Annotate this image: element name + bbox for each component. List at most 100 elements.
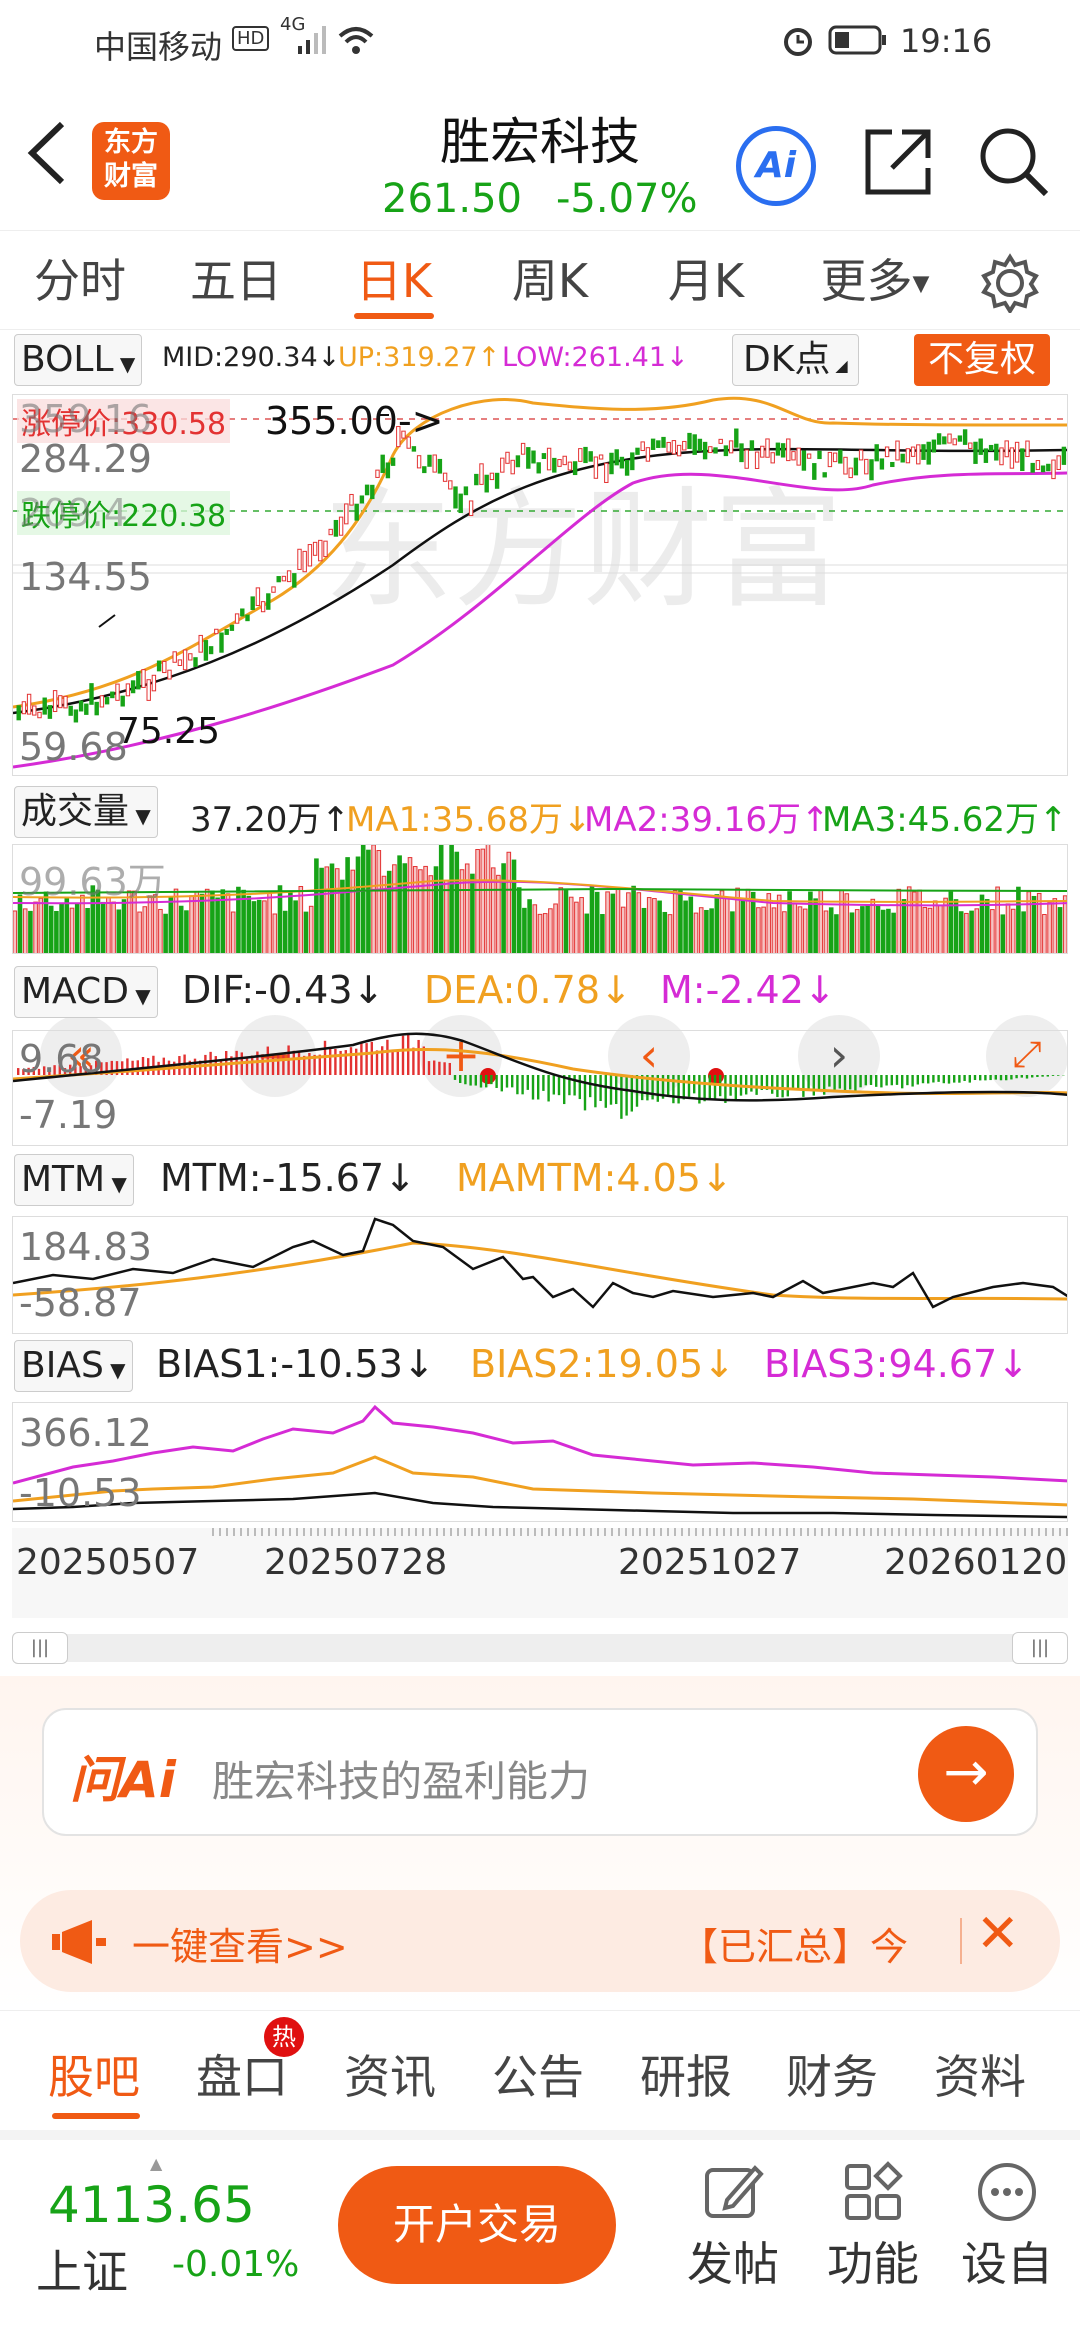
functions-button[interactable]: 功能 — [818, 2160, 928, 2294]
search-icon[interactable] — [976, 124, 1052, 200]
tab-pankou[interactable]: 盘口 热 — [196, 2017, 304, 2107]
macd-bar — [708, 1075, 711, 1101]
mtm-value-text: MTM:-15.67 — [160, 1156, 385, 1200]
fullscreen-button[interactable]: ⤢ — [986, 1015, 1068, 1097]
volume-panel[interactable]: 99.63万 — [12, 844, 1068, 954]
candle — [749, 440, 755, 451]
volume-bar — [386, 870, 392, 953]
candle — [110, 691, 115, 699]
volume-bar — [652, 898, 657, 953]
candle — [604, 462, 609, 483]
macd-bar — [869, 1075, 873, 1085]
candle — [1040, 465, 1046, 473]
alarm-icon — [784, 28, 812, 56]
candle — [1009, 447, 1015, 469]
tab-zhouk[interactable]: 周K — [490, 231, 610, 331]
bias-panel[interactable]: 366.12 -10.53 — [12, 1402, 1068, 1522]
volume-value: 37.20万↑ — [190, 800, 350, 840]
volume-bar — [979, 894, 985, 953]
ask-ai-brand: 问Ai — [70, 1751, 176, 1809]
macd-bar — [901, 1075, 904, 1089]
open-account-trade-button[interactable]: 开户交易 — [338, 2166, 616, 2284]
macd-bar — [531, 1075, 535, 1100]
volume-bar — [282, 910, 288, 953]
mtm-line — [13, 1217, 1067, 1309]
tab-caiwu[interactable]: 财务 — [786, 2041, 878, 2107]
fuquan-button[interactable]: 不复权 — [914, 334, 1051, 386]
kline-chart-area[interactable]: BOLL ▼ MID:290.34↓ UP:319.27↑ LOW:261.41… — [0, 330, 1080, 1620]
candle — [21, 701, 27, 715]
ask-ai-box[interactable]: 问Ai 胜宏科技的盈利能力 → — [42, 1708, 1038, 1836]
macd-bar — [443, 1062, 446, 1075]
volume-bar — [802, 908, 808, 953]
scroll-left-fast-button[interactable]: « — [40, 1015, 122, 1097]
volume-bar — [974, 908, 980, 953]
back-icon[interactable] — [22, 118, 72, 188]
macd-bar — [469, 1075, 472, 1086]
candle — [728, 440, 734, 454]
volume-selector[interactable]: 成交量 ▼ — [14, 786, 158, 838]
macd-selector[interactable]: MACD ▼ — [14, 966, 158, 1018]
boll-selector[interactable]: BOLL ▼ — [14, 334, 143, 386]
ai-button[interactable]: Ai — [736, 126, 816, 206]
expand-arrow-icon[interactable]: ▲ — [150, 2154, 163, 2173]
range-handle-right[interactable]: ||| — [1012, 1632, 1068, 1664]
candle — [208, 646, 214, 655]
volume-bar — [537, 913, 543, 953]
volume-bar — [631, 885, 636, 953]
index-value[interactable]: 4113.65 — [48, 2176, 255, 2234]
volume-bar — [750, 891, 756, 953]
candle — [791, 451, 796, 461]
macd-bar — [979, 1075, 982, 1081]
bias-selector[interactable]: BIAS ▼ — [14, 1340, 133, 1392]
mtm-axis-top: 184.83 — [19, 1225, 152, 1269]
candle — [858, 449, 864, 461]
volume-bar — [787, 891, 792, 953]
range-handle-left[interactable]: ||| — [12, 1632, 68, 1664]
tab-rik[interactable]: 日K — [334, 231, 454, 331]
volume-bar — [620, 906, 626, 953]
tab-ziliao[interactable]: 资料 — [934, 2041, 1026, 2107]
macd-bar — [69, 1064, 72, 1075]
tab-guba[interactable]: 股吧 — [48, 2041, 140, 2119]
tab-fenshi[interactable]: 分时 — [20, 231, 140, 331]
bias-selector-label: BIAS — [21, 1345, 104, 1386]
custom-settings-button[interactable]: 设自 — [952, 2160, 1062, 2294]
tab-yanbao[interactable]: 研报 — [640, 2041, 732, 2107]
macd-bar — [682, 1075, 685, 1100]
dk-point-button[interactable]: DK点 ◢ — [732, 334, 859, 386]
settings-gear-icon[interactable] — [980, 253, 1040, 313]
range-scrollbar[interactable]: ||| ||| — [12, 1632, 1068, 1664]
macd-bar — [32, 1067, 35, 1075]
share-icon[interactable] — [862, 126, 934, 198]
tab-label: 财务 — [786, 2050, 878, 2104]
tab-zixun[interactable]: 资讯 — [344, 2041, 436, 2107]
volume-bar — [574, 901, 579, 953]
volume-bar — [969, 910, 974, 953]
mtm-selector[interactable]: MTM ▼ — [14, 1154, 134, 1206]
post-button[interactable]: 发帖 — [678, 2160, 788, 2294]
tab-more[interactable]: 更多▼ — [810, 231, 940, 331]
ask-submit-arrow-icon[interactable]: → — [918, 1726, 1014, 1822]
candle — [115, 683, 120, 701]
tab-gonggao[interactable]: 公告 — [492, 2041, 584, 2107]
volume-bar — [334, 868, 340, 953]
volume-bar — [735, 887, 740, 953]
candle — [630, 452, 635, 471]
notice-banner[interactable]: 一键查看>> 【已汇总】今 ✕ — [20, 1890, 1060, 1992]
candle — [312, 541, 318, 556]
functions-label: 功能 — [827, 2237, 919, 2291]
stock-price: 261.50 — [382, 176, 522, 222]
tab-yuek[interactable]: 月K — [646, 231, 766, 331]
macd-panel[interactable]: 9.68 -7.19 — [12, 1030, 1068, 1146]
macd-bar — [589, 1075, 592, 1098]
mtm-panel[interactable]: 184.83 -58.87 — [12, 1216, 1068, 1334]
tab-wuri[interactable]: 五日 — [176, 231, 296, 331]
volume-bar — [480, 848, 486, 953]
kline-panel[interactable]: 东方财富 涨停价:330.58 跌停价:220.38 359.16 284.29… — [12, 394, 1068, 776]
volume-bar — [683, 900, 688, 953]
index-name[interactable]: 上证 — [36, 2245, 128, 2299]
mamtm-line — [13, 1241, 1067, 1301]
close-icon[interactable]: ✕ — [976, 1904, 1020, 1964]
macd-bar — [1036, 1075, 1039, 1078]
